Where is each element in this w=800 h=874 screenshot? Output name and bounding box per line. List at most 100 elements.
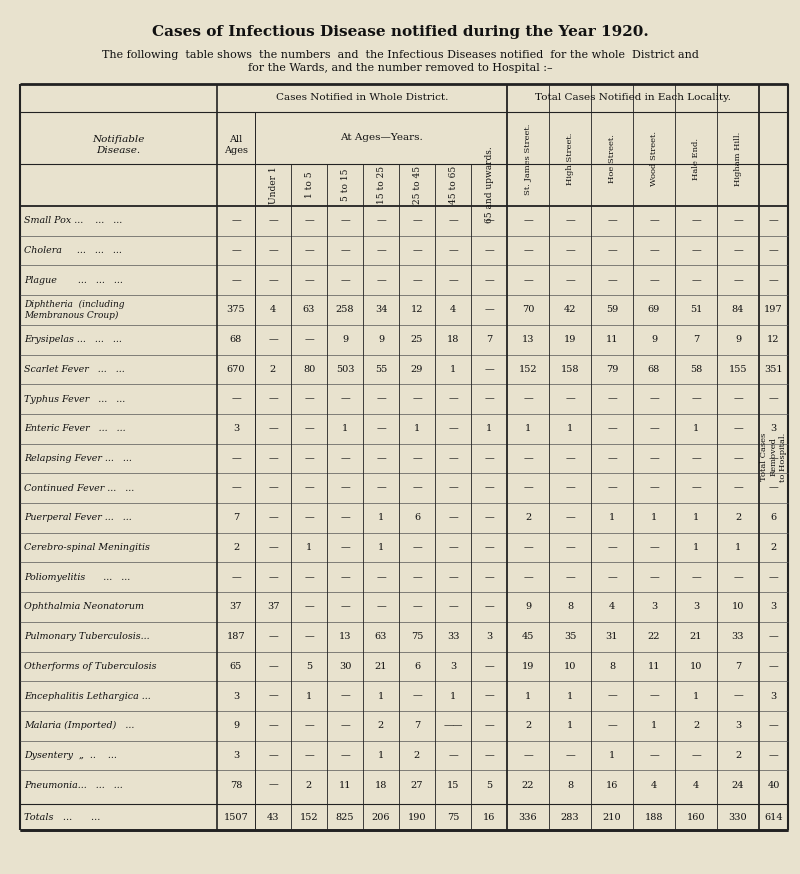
Text: —: — <box>769 246 778 255</box>
Text: —: — <box>733 246 743 255</box>
Text: 63: 63 <box>303 305 315 315</box>
Text: —: — <box>691 217 701 225</box>
Text: —: — <box>340 454 350 463</box>
Text: —: — <box>268 424 278 434</box>
Text: —: — <box>340 543 350 552</box>
Text: —: — <box>565 246 575 255</box>
Text: Hale End.: Hale End. <box>692 138 700 180</box>
Text: 670: 670 <box>226 364 246 374</box>
Text: 8: 8 <box>567 602 573 612</box>
Text: 9: 9 <box>342 335 348 344</box>
Text: —: — <box>607 454 617 463</box>
Text: 155: 155 <box>729 364 747 374</box>
Text: 4: 4 <box>450 305 456 315</box>
Text: 1: 1 <box>567 424 573 434</box>
Text: 33: 33 <box>732 632 744 642</box>
Text: Erysipelas ...   ...   ...: Erysipelas ... ... ... <box>24 335 122 344</box>
Text: —: — <box>304 246 314 255</box>
Text: —: — <box>649 454 659 463</box>
Text: 197: 197 <box>764 305 783 315</box>
Text: Enteric Fever   ...   ...: Enteric Fever ... ... <box>24 424 126 434</box>
Text: —: — <box>649 543 659 552</box>
Text: 13: 13 <box>338 632 351 642</box>
Text: —: — <box>231 394 241 404</box>
Text: 1: 1 <box>693 691 699 701</box>
Text: Puerperal Fever ...   ...: Puerperal Fever ... ... <box>24 513 132 523</box>
Text: 351: 351 <box>764 364 783 374</box>
Text: 825: 825 <box>336 813 354 822</box>
Text: —: — <box>649 217 659 225</box>
Text: —: — <box>268 335 278 344</box>
Text: —: — <box>769 662 778 671</box>
Text: —: — <box>484 217 494 225</box>
Text: 1: 1 <box>609 513 615 523</box>
Text: 2: 2 <box>414 751 420 760</box>
Text: Total Cases Notified in Each Locality.: Total Cases Notified in Each Locality. <box>535 94 731 102</box>
Text: —: — <box>412 602 422 612</box>
Text: 5: 5 <box>306 662 312 671</box>
Text: 1: 1 <box>378 751 384 760</box>
Text: 3: 3 <box>770 691 777 701</box>
Text: 1: 1 <box>414 424 420 434</box>
Text: —: — <box>607 276 617 285</box>
Text: —: — <box>268 394 278 404</box>
Text: 503: 503 <box>336 364 354 374</box>
Text: 1: 1 <box>450 691 456 701</box>
Text: 9: 9 <box>525 602 531 612</box>
Text: —: — <box>231 572 241 582</box>
Text: 1: 1 <box>306 543 312 552</box>
Text: —: — <box>376 276 386 285</box>
Text: 1507: 1507 <box>224 813 248 822</box>
Text: —: — <box>523 483 533 493</box>
Text: Cerebro-spinal Meningitis: Cerebro-spinal Meningitis <box>24 543 150 552</box>
Text: 70: 70 <box>522 305 534 315</box>
Text: for the Wards, and the number removed to Hospital :–: for the Wards, and the number removed to… <box>248 63 552 73</box>
Text: —: — <box>565 217 575 225</box>
Text: —: — <box>304 721 314 731</box>
Text: The following  table shows  the numbers  and  the Infectious Diseases notified  : The following table shows the numbers an… <box>102 50 698 60</box>
Text: —: — <box>376 424 386 434</box>
Text: 68: 68 <box>648 364 660 374</box>
Text: High Street.: High Street. <box>566 133 574 185</box>
Text: —: — <box>769 572 778 582</box>
Text: 33: 33 <box>446 632 459 642</box>
Text: 35: 35 <box>564 632 576 642</box>
Text: Wood Street.: Wood Street. <box>650 131 658 186</box>
Text: —: — <box>523 454 533 463</box>
Text: 8: 8 <box>567 780 573 789</box>
Text: —: — <box>448 217 458 225</box>
Text: 55: 55 <box>375 364 387 374</box>
Text: 1: 1 <box>525 691 531 701</box>
Text: 1: 1 <box>693 513 699 523</box>
Text: 1 to 5: 1 to 5 <box>305 171 314 198</box>
Text: —: — <box>769 483 778 493</box>
Text: —: — <box>304 394 314 404</box>
Text: —: — <box>523 276 533 285</box>
Text: —: — <box>769 721 778 731</box>
Text: 19: 19 <box>564 335 576 344</box>
Text: —: — <box>340 276 350 285</box>
Text: —: — <box>448 276 458 285</box>
Text: 22: 22 <box>648 632 660 642</box>
Text: —: — <box>484 572 494 582</box>
Text: Scarlet Fever   ...   ...: Scarlet Fever ... ... <box>24 364 125 374</box>
Text: 1: 1 <box>567 691 573 701</box>
Text: 1: 1 <box>378 691 384 701</box>
Text: 7: 7 <box>693 335 699 344</box>
Text: —: — <box>340 602 350 612</box>
Text: —: — <box>484 305 494 315</box>
Text: 187: 187 <box>226 632 246 642</box>
Text: —: — <box>340 483 350 493</box>
Text: —: — <box>268 276 278 285</box>
Text: —: — <box>304 483 314 493</box>
Text: 11: 11 <box>338 780 351 789</box>
Text: —: — <box>340 394 350 404</box>
Text: —: — <box>448 543 458 552</box>
Text: —: — <box>448 246 458 255</box>
Text: 6: 6 <box>414 513 420 523</box>
Text: Pulmonary Tuberculosis...: Pulmonary Tuberculosis... <box>24 632 150 642</box>
Text: 1: 1 <box>525 424 531 434</box>
Text: 2: 2 <box>735 513 741 523</box>
Text: 210: 210 <box>602 813 622 822</box>
Text: Otherforms of Tuberculosis: Otherforms of Tuberculosis <box>24 662 157 671</box>
